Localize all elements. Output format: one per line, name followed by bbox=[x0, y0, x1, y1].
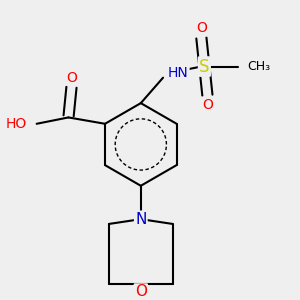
Text: CH₃: CH₃ bbox=[247, 60, 270, 73]
Text: S: S bbox=[199, 58, 210, 76]
Text: HO: HO bbox=[6, 117, 27, 131]
Text: HN: HN bbox=[168, 66, 189, 80]
Text: O: O bbox=[66, 71, 77, 85]
Text: N: N bbox=[135, 212, 146, 227]
Text: O: O bbox=[202, 98, 213, 112]
Text: O: O bbox=[135, 284, 147, 299]
Text: O: O bbox=[196, 21, 207, 35]
